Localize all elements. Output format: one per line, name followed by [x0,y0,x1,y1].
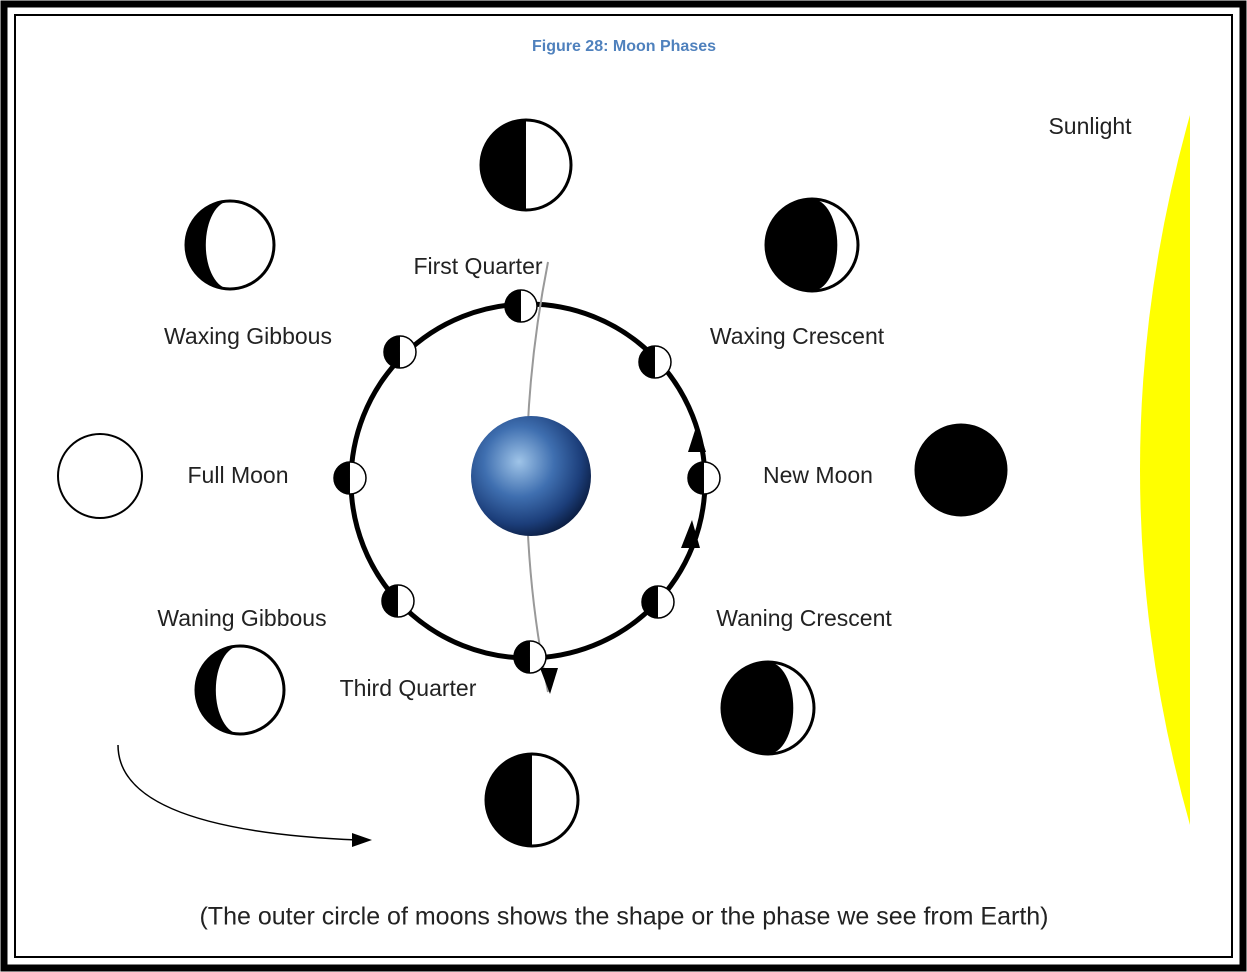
label: Waxing Gibbous [164,323,332,349]
label: New Moon [763,462,873,488]
moon-shadow [722,662,793,754]
label: Third Quarter [340,675,477,701]
orbit-arrow [688,424,706,452]
moon-phases-figure: Figure 28: Moon Phases Sunlight First Qu… [0,0,1247,972]
moon-shadow [334,462,350,494]
moon-shadow [384,336,400,368]
label: First Quarter [413,253,542,279]
moon-shadow [481,120,526,210]
label: Waning Crescent [716,605,892,631]
label: Waxing Crescent [710,323,885,349]
label: Full Moon [188,462,289,488]
moon-shadow [505,290,521,322]
direction-arrowhead [352,833,372,847]
moon-shadow [639,346,655,378]
moon-shadow [688,462,704,494]
earth [471,416,591,536]
moon [58,434,142,518]
figure-title: Figure 28: Moon Phases [532,38,716,55]
moon-shadow [382,585,398,617]
sunlight [1140,115,1190,825]
moon-shadow [916,425,1006,515]
label: Waning Gibbous [157,605,326,631]
moon-shadow [766,199,837,291]
moon-shadow [514,641,530,673]
caption: (The outer circle of moons shows the sha… [199,903,1048,931]
orbit-arrow [540,668,558,694]
direction-arrow [118,745,358,840]
moon-shadow [486,754,532,846]
label: Sunlight [1048,113,1132,139]
